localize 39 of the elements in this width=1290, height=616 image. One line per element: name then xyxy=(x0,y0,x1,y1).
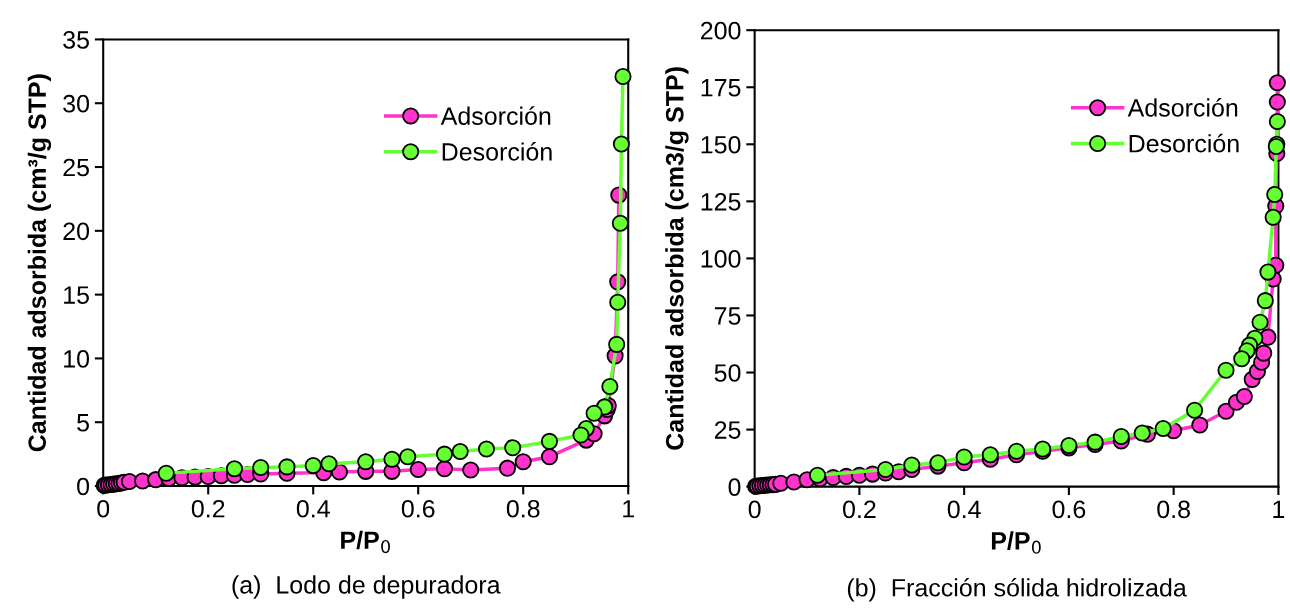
x-tick-label: 0.4 xyxy=(947,500,981,519)
y-tick-label: 10 xyxy=(64,350,90,368)
y-tick-label: 30 xyxy=(63,94,90,113)
legend-label: Desorción xyxy=(442,142,552,161)
y-tick-label: 100 xyxy=(701,250,741,268)
x-axis-title: P/P$_{0}$ xyxy=(991,531,1041,554)
x-tick-label: 0 xyxy=(97,499,110,518)
y-tick-label: 35 xyxy=(63,31,89,49)
y-tick-label: 75 xyxy=(714,307,741,325)
y-tick-label: 20 xyxy=(63,222,90,241)
y-axis-title: Cantidad adsorbida (cm3/g STP) xyxy=(665,67,689,450)
x-tick-label: 0.2 xyxy=(191,499,225,518)
legend-label: Desorción xyxy=(1129,133,1239,153)
y-tick-label: 125 xyxy=(701,192,741,211)
y-tick-label: 15 xyxy=(64,286,89,304)
y-tick-label: 50 xyxy=(714,364,741,382)
x-tick-label: 0.8 xyxy=(506,499,540,518)
x-tick-label: 0.6 xyxy=(1052,500,1086,519)
y-axis-title: Cantidad adsorbida (cm³/g STP) xyxy=(27,74,52,452)
x-axis-title: P/P$_{0}$ xyxy=(341,530,390,554)
x-tick-label: 1 xyxy=(623,500,634,518)
y-tick-label: 150 xyxy=(701,135,741,154)
x-tick-label: 0.8 xyxy=(1157,500,1190,519)
y-tick-label: 200 xyxy=(701,21,741,40)
x-tick-label: 0.4 xyxy=(296,499,330,518)
y-tick-label: 25 xyxy=(63,158,89,177)
y-tick-label: 0 xyxy=(77,477,90,496)
y-tick-label: 25 xyxy=(714,421,741,439)
text: (b) Fracción sólida hidrolizada xyxy=(847,577,1187,602)
x-tick-label: 0.6 xyxy=(401,499,435,518)
x-tick-label: 0 xyxy=(748,500,761,519)
legend-label: Adsorción xyxy=(1127,98,1238,117)
x-tick-label: 0.2 xyxy=(843,500,876,519)
text: (a) Lodo de depuradora xyxy=(232,575,501,599)
y-tick-label: 175 xyxy=(701,79,741,97)
y-tick-label: 5 xyxy=(77,414,89,432)
x-tick-label: 1 xyxy=(1273,500,1285,518)
legend-label: Adsorción xyxy=(440,106,551,125)
y-tick-label: 0 xyxy=(728,478,741,496)
